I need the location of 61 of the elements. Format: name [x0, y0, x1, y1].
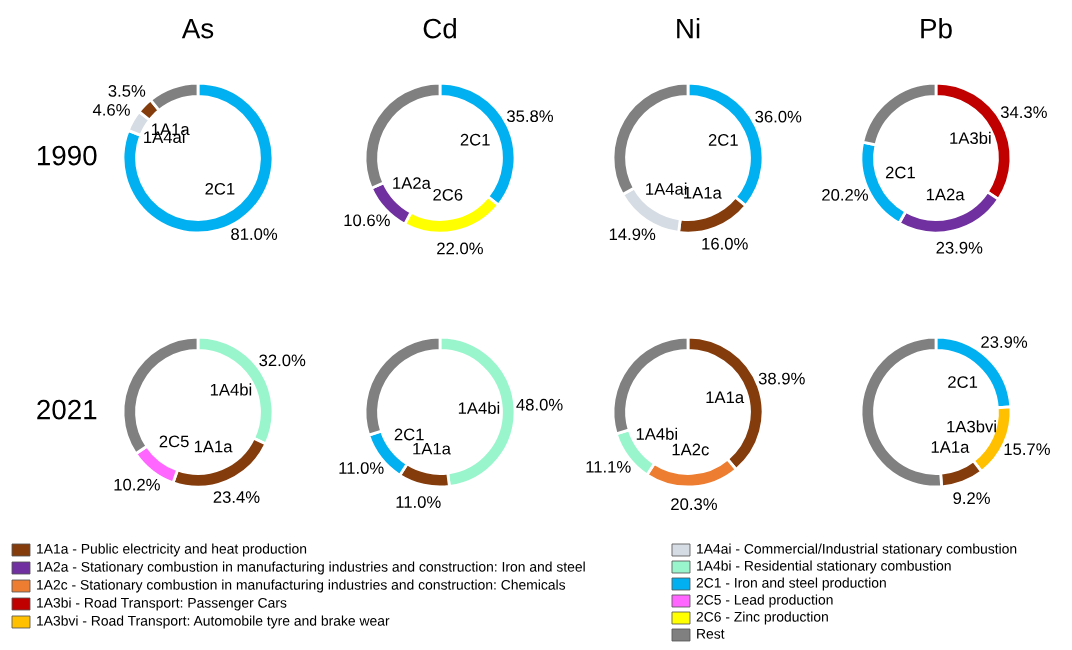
text: 1990 [37, 145, 97, 166]
slice-label: 2C1 [708, 134, 738, 146]
chart-title: As [181, 19, 214, 39]
data-label: 15.7% [1004, 443, 1050, 456]
category-label: 2C1 - Iron and steel production [696, 577, 886, 591]
slice-label: 1A4bi [458, 401, 500, 415]
data-label: 9.2% [953, 492, 990, 505]
category-label: 1A3bi - Road Transport: Passenger Cars [37, 597, 287, 611]
data-label: 38.9% [758, 372, 805, 385]
chart-title: Pb [921, 18, 952, 39]
slice-label: 2C1 [948, 376, 978, 388]
data-label: 35.8% [507, 110, 554, 123]
data-label: 11.0% [339, 462, 384, 474]
slice-label: 2C1 [394, 428, 424, 441]
slice-label: 1A3bi [950, 131, 991, 145]
category-label: 1A4ai - Commercial/Industrial stationary combustion [697, 543, 1017, 557]
category-label: Rest [697, 629, 725, 639]
slice-label: 2C1 [460, 133, 490, 146]
category-label: 1A2c - Stationary combustion in manufacturing industries and construction: Chemicals [37, 579, 566, 593]
slice-label: 1A2a [926, 188, 965, 201]
slice-label: 1A1a [706, 391, 745, 404]
data-label: 16.0% [702, 237, 748, 250]
data-label: 20.2% [822, 188, 868, 201]
slice-label: 2C1 [205, 182, 235, 195]
slice-label: 1A1a [194, 440, 233, 453]
data-label: 20.3% [671, 498, 717, 511]
slice-label: 1A2c [672, 443, 709, 456]
data-label: 11.1% [586, 461, 631, 473]
chart-title: Ni [677, 18, 700, 39]
slice-label: 2C5 [159, 435, 189, 448]
data-label: 48.0% [516, 398, 563, 411]
text: 2021 [37, 399, 97, 420]
category-label: 1A1a - Public electricity and heat production [37, 543, 307, 557]
category-label: 1A2a - Stationary combustion in manufacturing industries and construction: Iron and steel [37, 561, 585, 575]
data-label: 14.9% [609, 228, 656, 241]
category-label: 1A4bi - Residential stationary combustion [697, 560, 951, 574]
data-label: 10.6% [344, 214, 390, 227]
slice-label: 1A1a [413, 442, 451, 455]
data-label: 34.3% [1000, 106, 1047, 119]
slice-label: 1A1a [931, 441, 970, 453]
category-label: 2C5 - Lead production [696, 594, 833, 608]
slice-label: 2C1 [885, 166, 915, 179]
category-label: 2C6 - Zinc production [696, 611, 828, 625]
data-label: 11.0% [396, 496, 441, 508]
data-label: 10.2% [114, 478, 160, 491]
slice-label: 2C6 [433, 188, 463, 201]
chart-title: Cd [423, 18, 456, 39]
slice-label: 1A4bi [210, 383, 252, 396]
data-label: 3.5% [108, 85, 146, 97]
data-label: 36.0% [755, 110, 802, 123]
slice-label: 1A4bi [636, 427, 677, 440]
category-label: 1A3bvi - Road Transport: Automobile tyre and brake wear [37, 615, 390, 629]
data-label: 22.0% [437, 242, 483, 255]
data-label: 23.4% [213, 491, 260, 503]
data-label: 23.9% [981, 336, 1028, 348]
data-label: 23.9% [936, 241, 983, 254]
slice-label: 1A2a [393, 177, 431, 189]
data-label: 32.0% [259, 354, 306, 367]
data-label: 4.6% [92, 103, 130, 116]
slice-label: 1A3bvi [947, 420, 996, 433]
data-label: 81.0% [231, 228, 278, 241]
